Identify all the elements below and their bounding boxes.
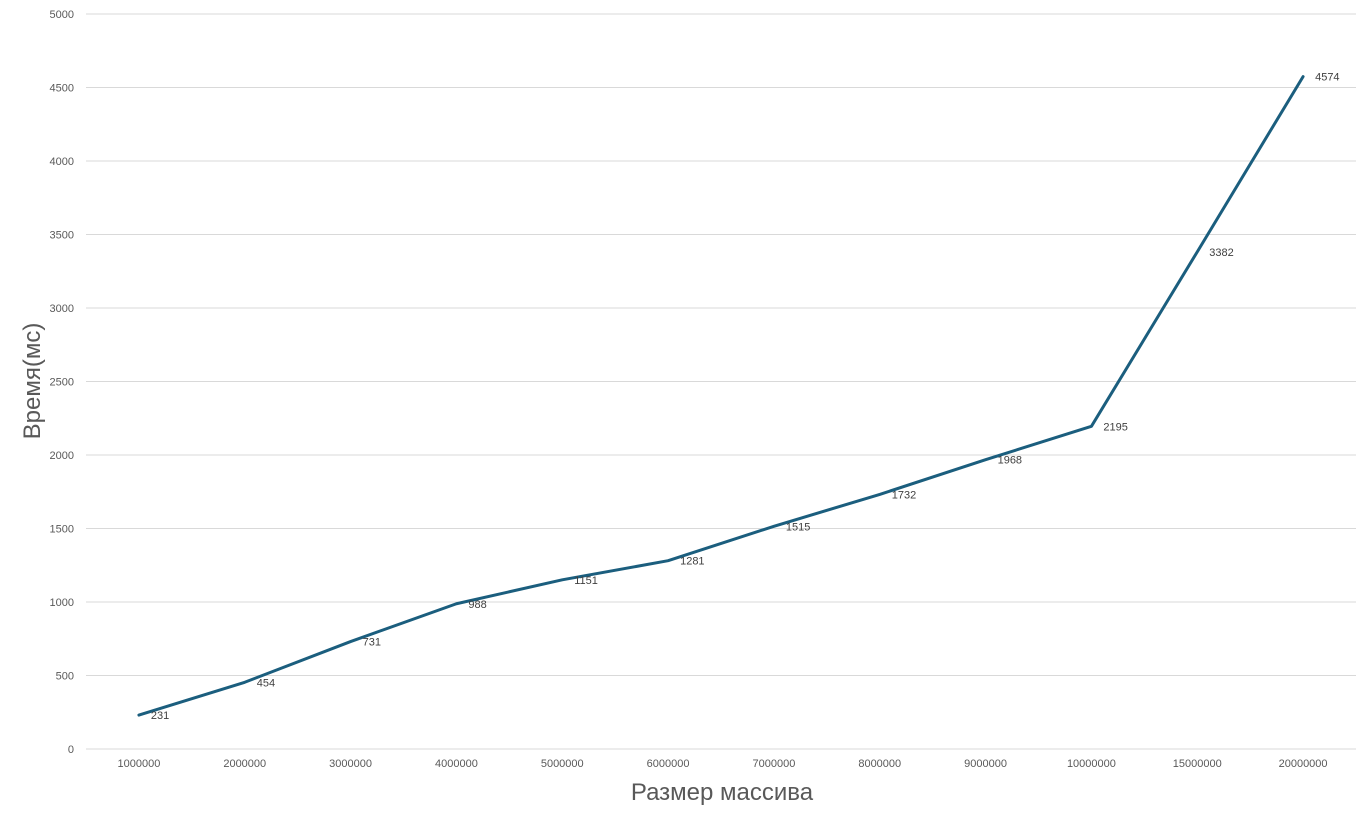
x-tick-label: 10000000	[1067, 758, 1116, 770]
y-axis-ticks: 0 500 1000 1500 2000 2500 3000 3500 4000 4500 5000	[50, 9, 74, 756]
y-tick-label: 2500	[50, 377, 74, 389]
y-tick-label: 4500	[50, 83, 74, 95]
series-lines	[137, 75, 1305, 717]
x-tick-label: 15000000	[1173, 758, 1222, 770]
series-line	[137, 75, 1305, 717]
x-tick-label: 6000000	[647, 758, 690, 770]
y-tick-label: 500	[56, 671, 74, 683]
x-tick-label: 9000000	[964, 758, 1007, 770]
y-tick-label: 5000	[50, 9, 74, 21]
gridlines	[86, 13, 1356, 750]
y-tick-label: 3000	[50, 303, 74, 315]
y-tick-label: 0	[68, 744, 74, 756]
data-label: 988	[468, 599, 486, 611]
data-label: 1515	[786, 521, 810, 533]
y-tick-label: 1000	[50, 597, 74, 609]
x-axis-title: Размер массива	[631, 779, 814, 806]
data-label: 1732	[892, 489, 916, 501]
x-tick-label: 20000000	[1279, 758, 1328, 770]
data-label: 2195	[1103, 421, 1127, 433]
y-axis-title: Время(мс)	[19, 323, 46, 440]
x-tick-label: 4000000	[435, 758, 478, 770]
data-label: 1968	[998, 455, 1022, 467]
x-tick-label: 1000000	[118, 758, 161, 770]
data-label: 231	[151, 710, 169, 722]
data-labels: 231 454 731 988 1151 1281 1515 1732 1968 2195 3382…	[151, 72, 1340, 722]
x-tick-label: 8000000	[858, 758, 901, 770]
data-label: 454	[257, 677, 275, 689]
x-axis-ticks: 1000000 2000000 3000000 4000000 5000000 60000…	[118, 758, 1328, 770]
data-label: 1281	[680, 556, 704, 568]
y-tick-label: 4000	[50, 156, 74, 168]
y-tick-label: 3500	[50, 230, 74, 242]
data-label: 4574	[1315, 72, 1339, 84]
x-tick-label: 3000000	[329, 758, 372, 770]
x-tick-label: 7000000	[753, 758, 796, 770]
data-label: 3382	[1209, 247, 1233, 259]
x-tick-label: 5000000	[541, 758, 584, 770]
data-label: 1151	[574, 575, 598, 587]
data-label: 731	[363, 637, 381, 649]
y-tick-label: 2000	[50, 450, 74, 462]
x-tick-label: 2000000	[223, 758, 266, 770]
y-tick-label: 1500	[50, 524, 74, 536]
